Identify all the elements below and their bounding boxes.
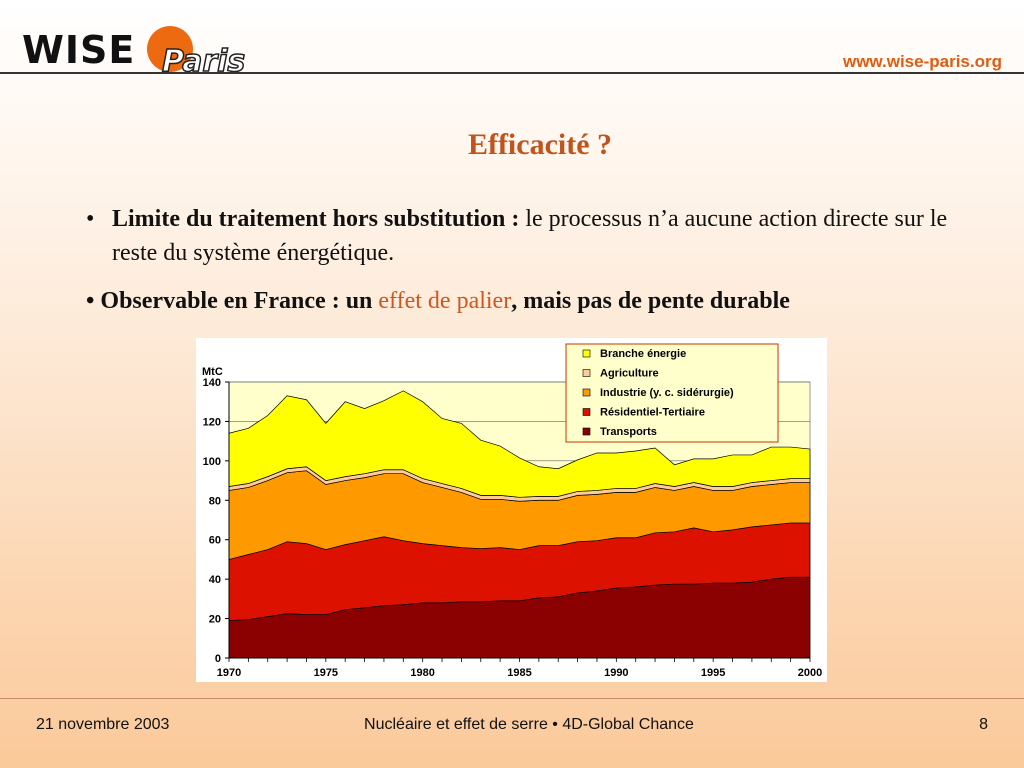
bullet-2-part3: , mais pas de pente durable xyxy=(511,288,790,314)
y-axis-label: MtC xyxy=(202,366,223,378)
bullet-2-part1: Observable en France : un xyxy=(100,288,373,314)
y-tick-label: 60 xyxy=(209,535,221,547)
legend-swatch xyxy=(582,388,591,397)
area-series-4 xyxy=(228,390,811,498)
legend-label: Branche énergie xyxy=(600,348,686,360)
legend-label: Industrie (y. c. sidérurgie) xyxy=(600,387,734,399)
bullet-1-rest: le processus n’a aucune action directe s… xyxy=(112,206,948,266)
wise-paris-logo: WISE Paris xyxy=(22,22,252,92)
footer-divider xyxy=(0,698,1024,699)
bullet-1: • Limite du traitement hors substitution… xyxy=(86,202,966,270)
chart-svg: 0 20 40 60 80 100 120 140 1970 1975 1980 1985 1990 19… xyxy=(202,343,822,679)
legend-box xyxy=(565,343,779,443)
bullet-2-highlight: effet de palier xyxy=(378,288,512,314)
slide-title: Efficacité ? xyxy=(467,128,613,161)
emissions-chart: 0 20 40 60 80 100 120 140 1970 1975 1980 1985 1990 19… xyxy=(196,338,827,682)
y-tick-label: 120 xyxy=(203,416,221,428)
header-divider xyxy=(0,72,1024,74)
legend-label: Agriculture xyxy=(600,368,659,380)
bullet-1-bold: Limite du traitement hors substitution : xyxy=(112,206,520,232)
legend-swatch xyxy=(582,427,591,436)
y-tick-label: 20 xyxy=(209,614,221,626)
x-tick-label: 2000 xyxy=(798,667,822,679)
y-tick-label: 40 xyxy=(209,574,221,586)
legend-label: Transports xyxy=(600,426,657,438)
page-number: 8 xyxy=(979,716,988,733)
x-tick-label: 1985 xyxy=(507,667,531,679)
x-tick-label: 1990 xyxy=(604,667,628,679)
footer-center-text: Nucléaire et effet de serre • 4D-Global … xyxy=(364,716,694,733)
logo-wise-text: WISE xyxy=(22,28,136,72)
y-tick-label: 100 xyxy=(203,456,221,468)
bullet-dot: • xyxy=(86,206,95,232)
x-tick-label: 1975 xyxy=(314,667,338,679)
y-tick-label: 80 xyxy=(209,495,221,507)
y-tick-label: 140 xyxy=(203,377,221,389)
x-tick-label: 1970 xyxy=(217,667,241,679)
bullet-dot: • xyxy=(86,288,95,314)
bullet-2: • Observable en France : un effet de pal… xyxy=(86,286,986,316)
legend-swatch xyxy=(582,408,591,416)
logo-orange-circle xyxy=(147,26,193,72)
x-tick-label: 1980 xyxy=(410,667,434,679)
footer-date: 21 novembre 2003 xyxy=(36,716,170,733)
x-tick-label: 1995 xyxy=(701,667,725,679)
website-url[interactable]: www.wise-paris.org xyxy=(842,52,1002,71)
legend-label: Résidentiel-Tertiaire xyxy=(600,407,705,419)
legend-swatch xyxy=(582,349,591,358)
y-tick-label: 0 xyxy=(215,653,221,665)
legend-swatch xyxy=(582,369,591,377)
